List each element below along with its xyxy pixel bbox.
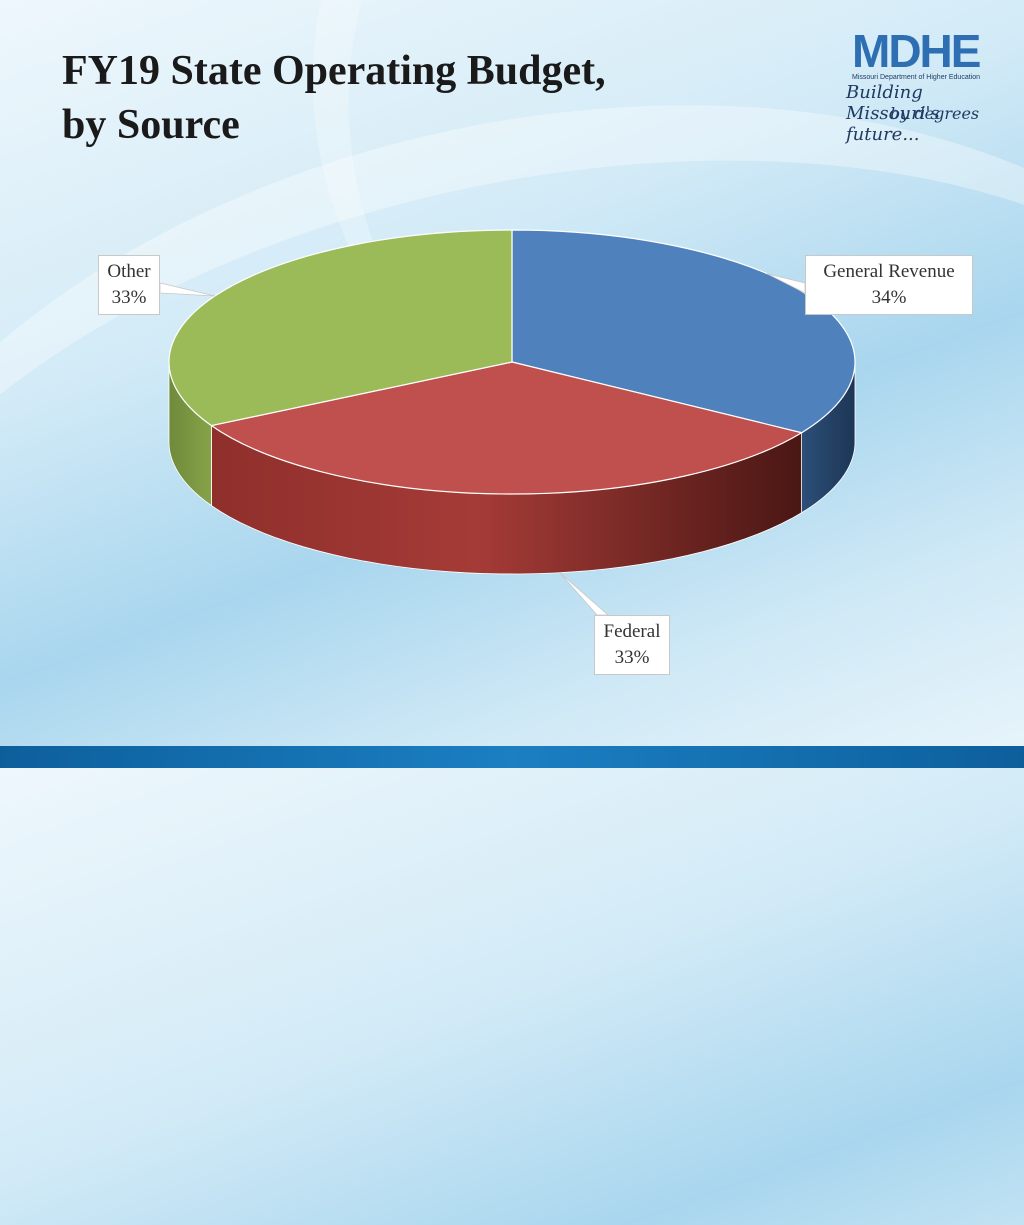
title-line-2: by Source xyxy=(62,102,240,148)
pie-slice-other xyxy=(168,229,513,427)
title-line-1: FY19 State Operating Budget, xyxy=(62,48,606,94)
logo-mark: MDHE xyxy=(852,25,981,77)
mdhe-logo: MDHE Missouri Department of Higher Educa… xyxy=(840,24,1010,145)
data-label-federal: Federal 33% xyxy=(594,615,670,675)
data-label-category: General Revenue xyxy=(823,261,955,282)
leader-line-other xyxy=(159,282,216,297)
data-label-category: Other xyxy=(107,261,151,282)
data-label-other: Other 33% xyxy=(98,255,160,315)
logo-tagline-1: Building Missouri's future... xyxy=(846,82,940,145)
page-title: FY19 State Operating Budget, by Source xyxy=(62,44,606,152)
leader-line-federal xyxy=(559,572,610,616)
data-label-category: Federal xyxy=(603,621,661,642)
pie-slice-federal xyxy=(209,361,804,495)
footer-bar xyxy=(0,746,1024,768)
data-label-value: 33% xyxy=(614,647,650,668)
logo-tagline-2: by degrees xyxy=(890,104,980,123)
data-label-value: 34% xyxy=(871,287,907,308)
pie-chart xyxy=(159,229,856,616)
data-label-value: 33% xyxy=(111,287,147,308)
data-label-general-revenue: General Revenue 34% xyxy=(805,255,973,315)
logo-subtitle: Missouri Department of Higher Education xyxy=(852,74,981,81)
